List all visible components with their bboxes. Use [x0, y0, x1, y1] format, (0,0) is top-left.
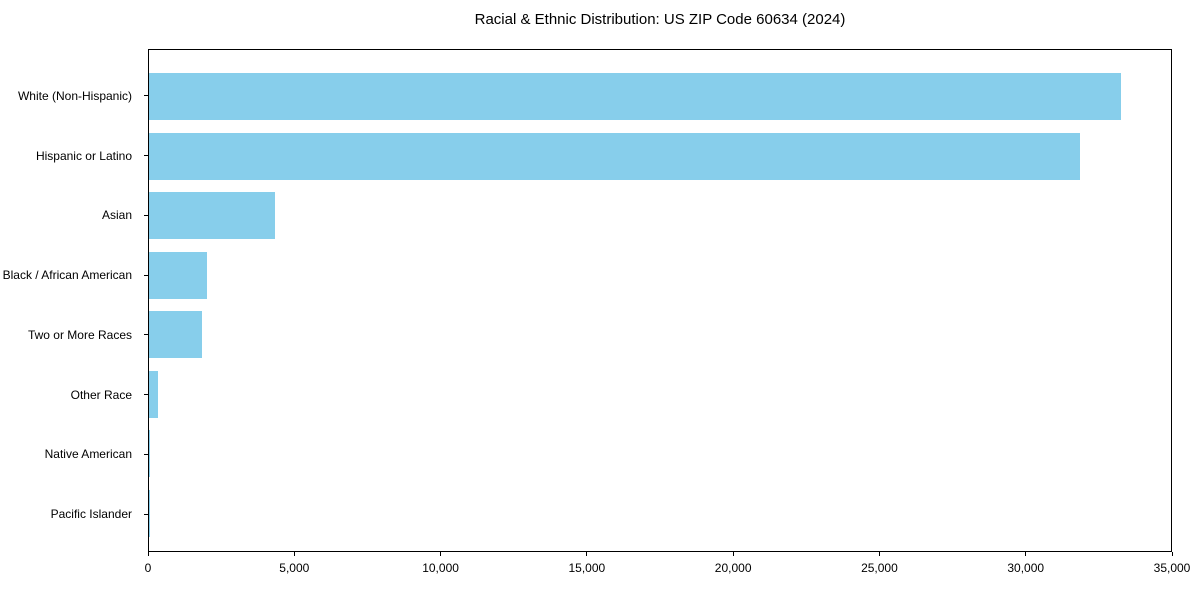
- y-axis-label-hispanic-or-latino: Hispanic or Latino: [35, 148, 132, 163]
- y-tick: [144, 186, 148, 246]
- y-tick: [144, 245, 148, 305]
- x-tick-mark: [293, 552, 295, 556]
- bar-row-pacific-islander: [149, 484, 1171, 544]
- y-axis-label-pacific-islander: Pacific Islander: [50, 507, 132, 522]
- bar-row-white-non-hispanic: [149, 67, 1171, 127]
- y-axis-label-black-african-american: Black / African American: [2, 268, 132, 283]
- y-tick: [144, 365, 148, 425]
- bar-asian: [149, 192, 275, 240]
- bar-native-american: [149, 430, 151, 478]
- y-axis-label-white-non-hispanic: White (Non-Hispanic): [17, 88, 132, 103]
- bar-row-asian: [149, 186, 1171, 246]
- x-tick-mark: [586, 552, 588, 556]
- y-axis-label-asian: Asian: [101, 208, 132, 223]
- bar-hispanic-or-latino: [149, 132, 1081, 180]
- y-axis-label-other-race: Other Race: [70, 387, 132, 402]
- y-axis-label-native-american: Native American: [44, 447, 132, 462]
- bar-row-hispanic-or-latino: [149, 127, 1171, 187]
- bar-row-native-american: [149, 424, 1171, 484]
- bar-other-race: [149, 370, 159, 418]
- y-tick: [144, 425, 148, 485]
- x-tick-mark: [440, 552, 442, 556]
- x-tick-mark: [878, 552, 880, 556]
- bar-row-black-african-american: [149, 246, 1171, 306]
- y-tick: [144, 305, 148, 365]
- bars-container: [149, 67, 1171, 543]
- x-tick-label: 25,000: [861, 561, 898, 575]
- y-tick-mark: [144, 214, 148, 216]
- y-tick-mark: [144, 274, 148, 276]
- y-tick: [144, 66, 148, 126]
- bar-row-other-race: [149, 365, 1171, 425]
- x-tick-label: 30,000: [1007, 561, 1045, 575]
- x-tick-label: 10,000: [422, 561, 459, 575]
- x-tick-mark: [1171, 552, 1173, 556]
- plot-area: [148, 49, 1172, 552]
- x-tick-mark: [1025, 552, 1027, 556]
- y-axis-ticks: [144, 66, 148, 544]
- y-tick: [144, 126, 148, 186]
- y-tick-mark: [144, 334, 148, 336]
- x-tick-label: 5,000: [279, 561, 310, 575]
- y-tick-mark: [144, 453, 148, 455]
- x-tick-mark: [147, 552, 149, 556]
- y-tick-mark: [144, 394, 148, 396]
- x-tick-label: 35,000: [1153, 561, 1191, 575]
- x-axis: 0 5,000 10,000 15,000 20,000 25,000 30,000 35,0…: [144, 552, 1190, 592]
- y-tick-mark: [144, 155, 148, 157]
- y-tick-mark: [144, 513, 148, 515]
- y-axis-labels: White (Non-Hispanic) Hispanic or Latino As…: [0, 66, 140, 544]
- x-tick-label: 15,000: [568, 561, 606, 575]
- bar-black-african-american: [149, 251, 208, 299]
- x-tick-label: 0: [144, 561, 152, 575]
- bar-row-two-or-more-races: [149, 305, 1171, 365]
- bar-two-or-more-races: [149, 311, 202, 359]
- x-tick-mark: [732, 552, 734, 556]
- bar-white-non-hispanic: [149, 73, 1122, 121]
- y-tick: [144, 484, 148, 544]
- x-tick-label: 20,000: [714, 561, 752, 575]
- chart-title: Racial & Ethnic Distribution: US ZIP Cod…: [474, 11, 846, 28]
- y-tick-mark: [144, 95, 148, 97]
- y-axis-label-two-or-more-races: Two or More Races: [27, 327, 132, 342]
